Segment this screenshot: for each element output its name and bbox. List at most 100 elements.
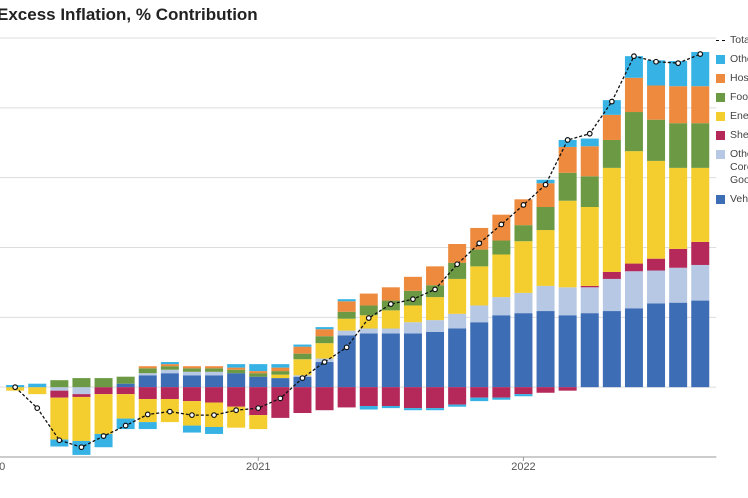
bar-segment bbox=[448, 328, 467, 388]
bar-segment bbox=[514, 241, 533, 293]
bar-segment bbox=[514, 313, 533, 388]
legend-label: Vehicles bbox=[730, 193, 748, 205]
total-point bbox=[12, 384, 19, 391]
bar-segment bbox=[426, 408, 445, 411]
bar-segment bbox=[249, 376, 268, 388]
legend: Total Other Hospitality Food Energy Shelter Ot… bbox=[716, 34, 748, 212]
bar-segment bbox=[691, 51, 710, 87]
bar-segment bbox=[470, 322, 489, 388]
bar-segment bbox=[647, 119, 666, 161]
bar-segment bbox=[403, 322, 422, 334]
bar-segment bbox=[138, 399, 157, 423]
legend-swatch bbox=[716, 150, 725, 159]
bar-segment bbox=[448, 387, 467, 405]
bar-segment bbox=[647, 303, 666, 388]
bar-segment bbox=[448, 404, 467, 407]
bar-segment bbox=[470, 305, 489, 323]
bar-segment bbox=[337, 318, 356, 331]
bar-segment bbox=[182, 387, 201, 402]
total-point bbox=[343, 344, 350, 351]
bar-segment bbox=[669, 123, 688, 168]
bar-segment bbox=[403, 276, 422, 291]
bar-segment bbox=[624, 56, 643, 78]
bars bbox=[6, 51, 710, 455]
bar-segment bbox=[205, 426, 224, 434]
bar-segment bbox=[602, 167, 621, 272]
bar-segment bbox=[205, 375, 224, 388]
bar-segment bbox=[492, 315, 511, 388]
bar-segment bbox=[580, 146, 599, 177]
bar-segment bbox=[403, 387, 422, 409]
bar-segment bbox=[602, 139, 621, 168]
bar-segment bbox=[558, 139, 577, 147]
bar-segment bbox=[558, 315, 577, 388]
bar-segment bbox=[580, 206, 599, 286]
bar-segment bbox=[138, 373, 157, 376]
total-point bbox=[189, 412, 195, 419]
bar-segment bbox=[536, 311, 555, 388]
bar-segment bbox=[602, 271, 621, 279]
total-point bbox=[476, 240, 483, 247]
bar-segment bbox=[381, 406, 400, 409]
total-point bbox=[542, 181, 549, 188]
bar-segment bbox=[470, 249, 489, 267]
bar-segment bbox=[94, 378, 113, 388]
legend-item: Shelter bbox=[716, 129, 748, 142]
bar-segment bbox=[624, 112, 643, 152]
legend-label: Other bbox=[730, 53, 748, 65]
bar-segment bbox=[138, 366, 157, 369]
bar-segment bbox=[94, 433, 113, 448]
bar-segment bbox=[160, 362, 179, 365]
bar-segment bbox=[536, 387, 555, 393]
total-point bbox=[34, 405, 41, 412]
bar-segment bbox=[72, 387, 91, 395]
bar-segment bbox=[28, 387, 47, 395]
total-point bbox=[144, 411, 151, 418]
bar-segment bbox=[492, 297, 511, 316]
bar-segment bbox=[205, 368, 224, 372]
bar-segment bbox=[514, 292, 533, 314]
bar-segment bbox=[160, 387, 179, 400]
total-point bbox=[564, 137, 571, 143]
bar-segment bbox=[580, 287, 599, 314]
bar-segment bbox=[315, 387, 334, 411]
bar-segment bbox=[624, 271, 643, 309]
bar-segment bbox=[470, 387, 489, 398]
bar-segment bbox=[271, 367, 290, 372]
bar-segment bbox=[72, 378, 91, 388]
bar-segment bbox=[426, 387, 445, 409]
bar-segment bbox=[227, 387, 246, 407]
bar-segment bbox=[647, 160, 666, 259]
bar-segment bbox=[72, 394, 91, 397]
bar-segment bbox=[337, 387, 356, 408]
legend-item: Total bbox=[716, 34, 748, 47]
bar-segment bbox=[160, 373, 179, 388]
bar-segment bbox=[536, 206, 555, 231]
total-point bbox=[608, 98, 615, 105]
total-point bbox=[586, 130, 593, 137]
bar-segment bbox=[558, 146, 577, 173]
bar-segment bbox=[492, 387, 511, 398]
bar-segment bbox=[669, 248, 688, 268]
bar-segment bbox=[182, 371, 201, 376]
bar-segment bbox=[602, 311, 621, 388]
bar-segment bbox=[337, 335, 356, 388]
bar-segment bbox=[602, 278, 621, 312]
bar-segment bbox=[426, 331, 445, 388]
bar-segment bbox=[669, 167, 688, 249]
bar-segment bbox=[448, 278, 467, 314]
legend-swatch bbox=[716, 93, 725, 102]
bar-segment bbox=[271, 378, 290, 388]
bar-segment bbox=[116, 394, 135, 419]
bar-segment bbox=[448, 244, 467, 263]
x-tick-label: 2020 bbox=[0, 461, 5, 473]
bar-segment bbox=[50, 397, 69, 440]
bar-segment bbox=[647, 85, 666, 120]
bar-segment bbox=[647, 60, 666, 86]
bar-segment bbox=[182, 366, 201, 369]
total-point bbox=[653, 58, 659, 65]
bar-segment bbox=[359, 328, 378, 334]
bar-segment bbox=[72, 396, 91, 441]
bar-segment bbox=[514, 225, 533, 242]
bar-segment bbox=[249, 387, 268, 416]
